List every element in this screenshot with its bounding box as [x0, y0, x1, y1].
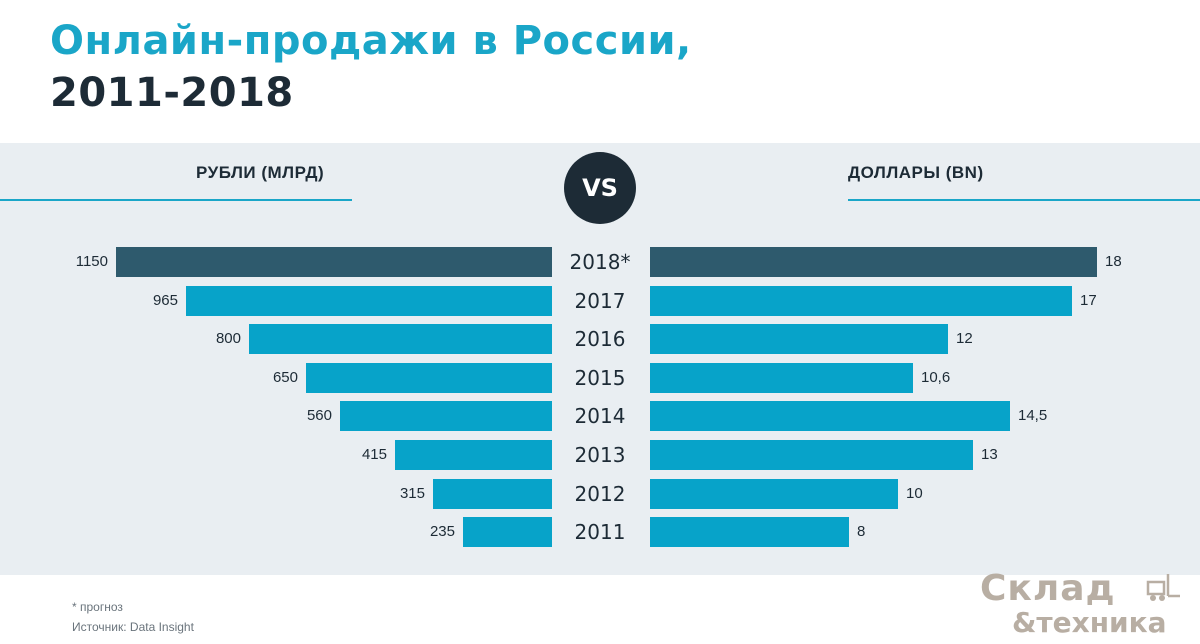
bar-usd-2018: [650, 247, 1097, 277]
vs-badge: VS: [564, 152, 636, 224]
bar-usd-2016: [650, 324, 948, 354]
value-label-usd-2012: 10: [906, 485, 923, 502]
bar-rub-2016: [249, 324, 552, 354]
value-label-usd-2013: 13: [981, 446, 998, 463]
chart-title: Онлайн-продажи в России,: [50, 18, 692, 64]
value-label-usd-2017: 17: [1080, 292, 1097, 309]
logo-text-bottom: &техника: [1012, 606, 1167, 639]
year-label-2011: 2011: [574, 520, 626, 544]
value-label-usd-2015: 10,6: [921, 369, 951, 386]
value-label-rub-2018: 1150: [75, 253, 108, 270]
bar-usd-2013: [650, 440, 973, 470]
value-label-rub-2015: 650: [272, 369, 298, 386]
bar-usd-2017: [650, 286, 1072, 316]
value-label-usd-2016: 12: [956, 330, 973, 347]
value-label-usd-2011: 8: [857, 523, 866, 540]
bar-rub-2014: [340, 401, 552, 431]
brand-logo: Склад &техника: [978, 568, 1188, 639]
bar-rub-2015: [306, 363, 552, 393]
bar-rub-2013: [395, 440, 552, 470]
bar-rub-2018: [116, 247, 552, 277]
year-label-2018: 2018*: [569, 250, 631, 274]
bar-usd-2012: [650, 479, 898, 509]
bar-usd-2011: [650, 517, 849, 547]
year-label-2015: 2015: [574, 366, 626, 390]
year-label-2013: 2013: [574, 443, 626, 467]
bar-rub-2017: [186, 286, 552, 316]
logo-text-top: Склад: [980, 568, 1116, 609]
year-label-2017: 2017: [574, 289, 626, 313]
rubles-series-label: РУБЛИ (МЛРД): [196, 163, 325, 182]
value-label-usd-2014: 14,5: [1018, 407, 1048, 424]
bar-usd-2015: [650, 363, 913, 393]
year-label-2014: 2014: [574, 404, 626, 428]
value-label-rub-2016: 800: [215, 330, 241, 347]
value-label-usd-2018: 18: [1105, 253, 1122, 270]
year-label-2016: 2016: [574, 327, 626, 351]
value-label-rub-2014: 560: [306, 407, 332, 424]
chart-subtitle-years: 2011-2018: [50, 70, 294, 116]
year-label-2012: 2012: [574, 482, 626, 506]
bar-usd-2014: [650, 401, 1010, 431]
value-label-rub-2017: 965: [152, 292, 178, 309]
forklift-icon: [1146, 574, 1180, 601]
value-label-rub-2011: 235: [429, 523, 455, 540]
bar-rub-2011: [463, 517, 552, 547]
bar-rub-2012: [433, 479, 552, 509]
source-note: Источник: Data Insight: [72, 620, 194, 634]
value-label-rub-2012: 315: [399, 485, 425, 502]
value-label-rub-2013: 415: [361, 446, 387, 463]
dollars-series-label: ДОЛЛАРЫ (BN): [848, 163, 984, 182]
right-header-rule: [848, 199, 1200, 201]
forecast-note: * прогноз: [72, 600, 123, 614]
left-header-rule: [0, 199, 352, 201]
